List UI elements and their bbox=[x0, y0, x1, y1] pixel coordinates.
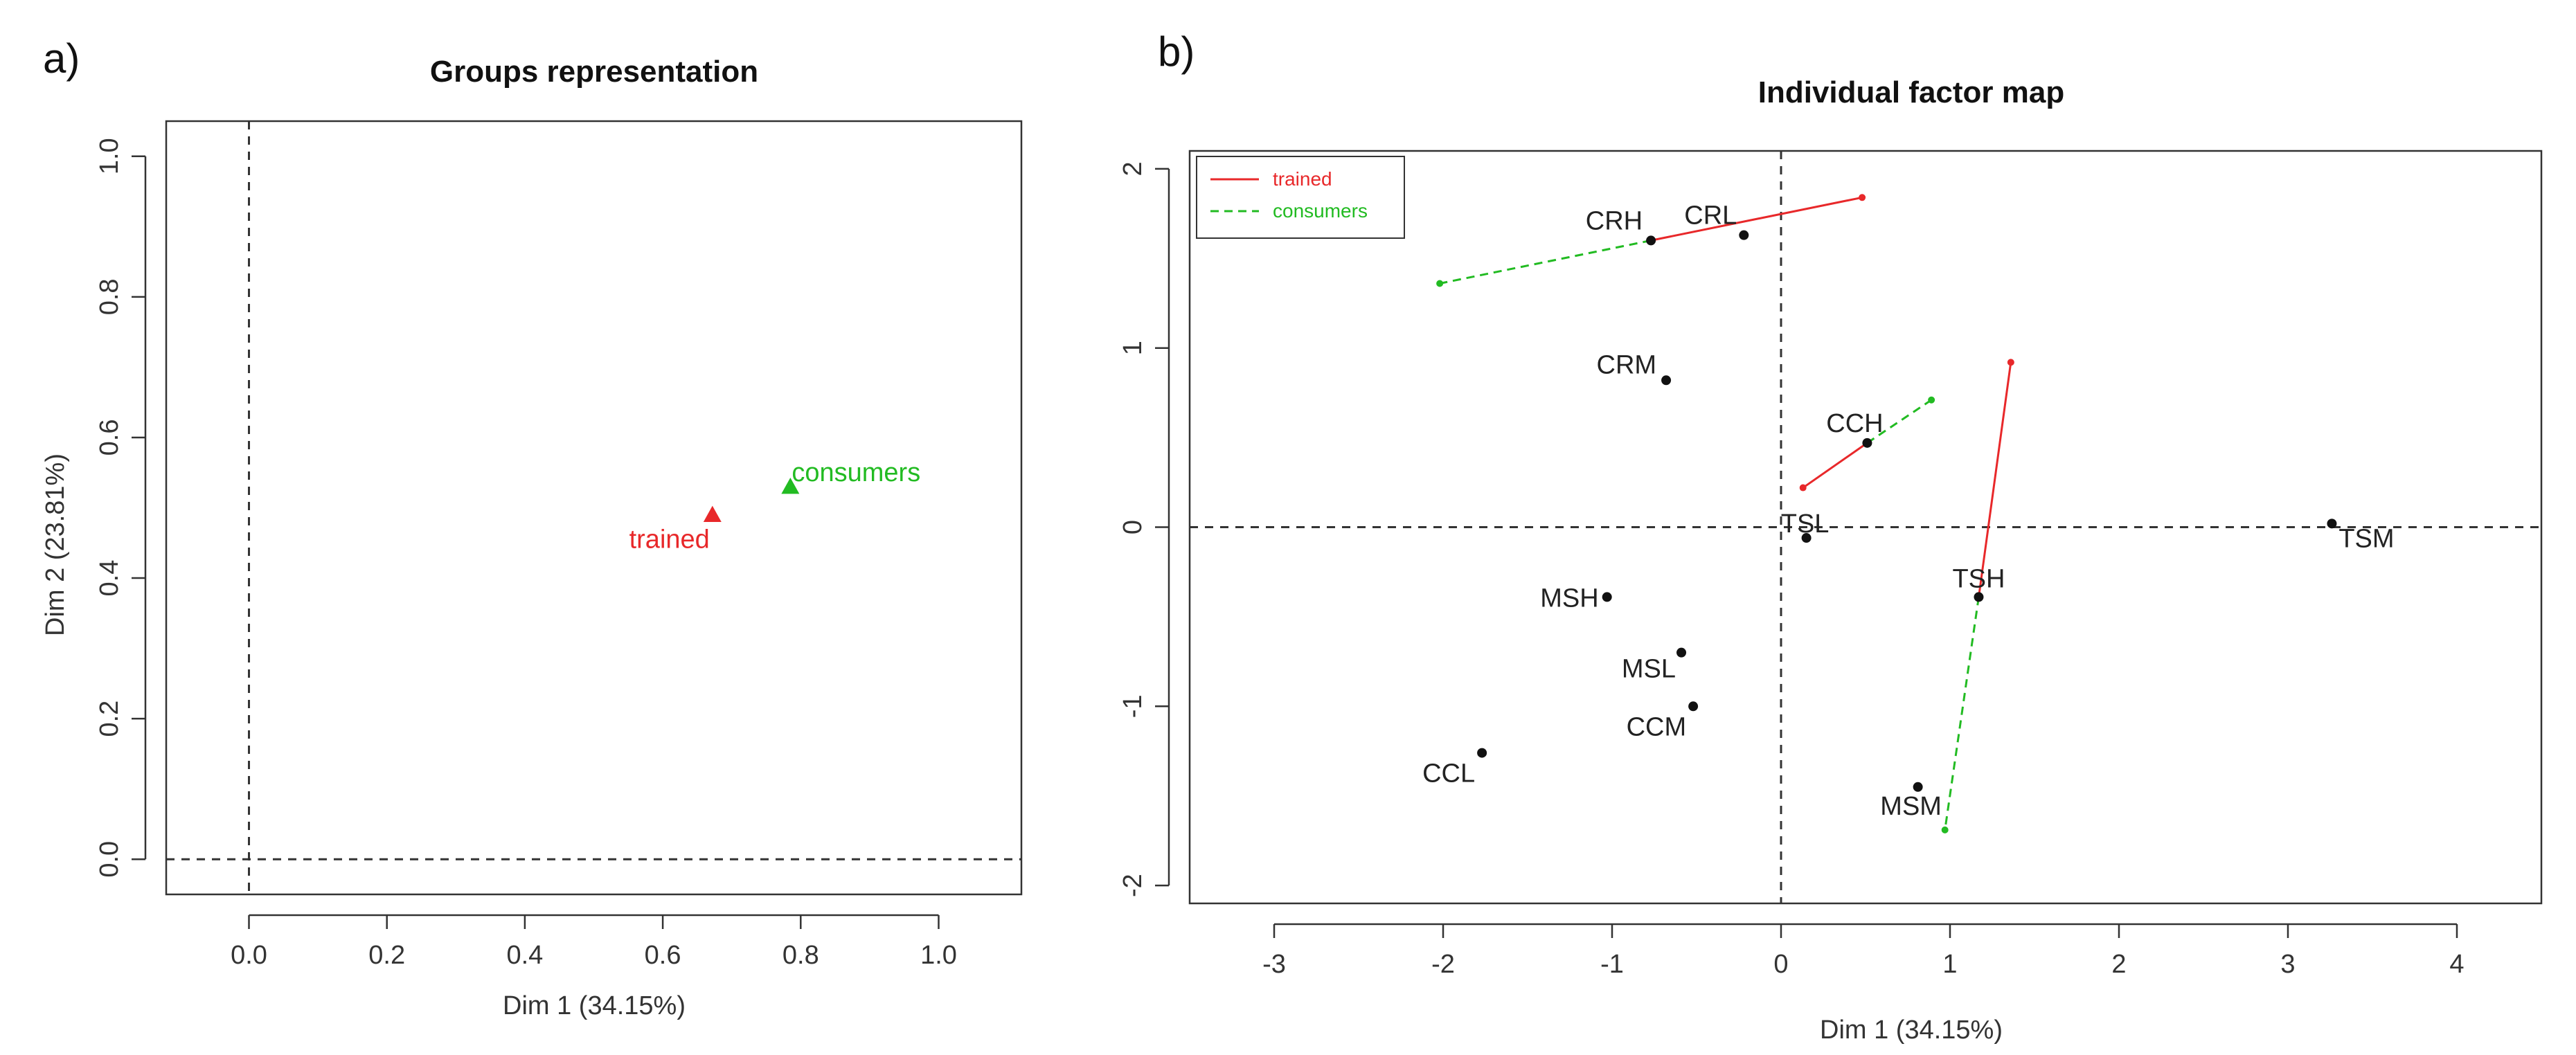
chart-b-point-CRM bbox=[1661, 375, 1672, 386]
chart-b-segment-trained bbox=[1802, 442, 1868, 489]
chart-a-x-tick-label: 0.8 bbox=[782, 941, 819, 970]
chart-b-segment-consumers bbox=[1944, 597, 1980, 831]
chart-b-y-tick-label: 2 bbox=[1118, 161, 1147, 176]
chart-a-x-tick-label: 1.0 bbox=[920, 941, 957, 970]
chart-b-point-CCH bbox=[1862, 438, 1872, 448]
chart-b-plot-area: -3 -2 -1 0 1 2 3 4 -2 -1 0 1 2 CRH CRL CRM CCH TSL TSM TSH M… bbox=[1118, 150, 2543, 979]
chart-b-x-tick-label: -3 bbox=[1262, 950, 1286, 979]
panel-label-b: b) bbox=[1158, 28, 1195, 75]
chart-b-segment-trained bbox=[1650, 196, 1863, 242]
chart-b-title: Individual factor map bbox=[1758, 75, 2065, 109]
chart-a-y-tick-label: 0.4 bbox=[95, 560, 124, 597]
chart-a-y-tick-label: 1.0 bbox=[95, 138, 124, 174]
chart-b-x-tick-label: -1 bbox=[1600, 950, 1624, 979]
chart-a-point-label-trained: trained bbox=[629, 525, 710, 554]
chart-b-point-label-TSH: TSH bbox=[1952, 564, 2005, 593]
chart-b-x-tick-label: 4 bbox=[2449, 950, 2464, 979]
chart-b-x-tick-label: 3 bbox=[2280, 950, 2295, 979]
chart-b-legend: trained consumers bbox=[1196, 156, 1405, 239]
chart-b-point-label-MSM: MSM bbox=[1880, 792, 1942, 821]
chart-a-xlabel: Dim 1 (34.15%) bbox=[503, 991, 686, 1020]
chart-b-point-CCM bbox=[1688, 701, 1699, 712]
chart-b-point-MSL bbox=[1676, 647, 1687, 658]
chart-b-point-TSH bbox=[1974, 592, 1984, 602]
chart-b-point-label-CCM: CCM bbox=[1627, 712, 1687, 741]
chart-b-point-CRL bbox=[1739, 230, 1749, 240]
chart-b-xlabel: Dim 1 (34.15%) bbox=[1820, 1016, 2003, 1045]
chart-b-partial-point-consumers bbox=[1941, 826, 1949, 833]
chart-b-segment-trained bbox=[1977, 362, 2012, 597]
chart-b-x-tick-label: 1 bbox=[1942, 950, 1957, 979]
chart-b-point-label-MSL: MSL bbox=[1622, 655, 1676, 684]
chart-b-point-label-TSM: TSM bbox=[2338, 524, 2394, 553]
chart-b-point-label-CCL: CCL bbox=[1422, 759, 1475, 788]
chart-b-point-label-TSL: TSL bbox=[1781, 510, 1830, 539]
chart-a-y-tick-label: 0.0 bbox=[95, 841, 124, 878]
chart-b-legend-label-consumers: consumers bbox=[1273, 200, 1368, 222]
chart-b-x-tick-label: 0 bbox=[1773, 950, 1788, 979]
chart-a-frame bbox=[165, 120, 1023, 896]
chart-a-ylabel: Dim 2 (23.81%) bbox=[41, 453, 70, 636]
chart-b-partial-point-consumers bbox=[1436, 280, 1444, 287]
chart-a-point-consumers bbox=[781, 478, 800, 494]
chart-b-x-tick-label: 2 bbox=[2111, 950, 2126, 979]
chart-b-point-label-CRL: CRL bbox=[1684, 201, 1737, 231]
chart-b-point-CCL bbox=[1477, 748, 1487, 758]
chart-b-point-MSM bbox=[1913, 782, 1923, 792]
chart-b-partial-point-trained bbox=[1799, 484, 1807, 492]
chart-b-legend-box bbox=[1196, 156, 1405, 239]
chart-b-point-label-MSH: MSH bbox=[1540, 584, 1598, 613]
chart-a-point-label-consumers: consumers bbox=[791, 458, 920, 487]
chart-b-y-tick-label: -1 bbox=[1118, 694, 1147, 718]
chart-b-x-tick-label: -2 bbox=[1431, 950, 1455, 979]
chart-b-partial-point-trained bbox=[1859, 194, 1866, 201]
chart-b-point-TSL bbox=[1801, 533, 1812, 543]
chart-b-point-label-CRM: CRM bbox=[1597, 350, 1657, 379]
chart-b-point-label-CCH: CCH bbox=[1826, 409, 1883, 438]
chart-b-legend-label-trained: trained bbox=[1273, 168, 1332, 190]
chart-a-title: Groups representation bbox=[430, 55, 758, 89]
chart-b-y-tick-label: 0 bbox=[1118, 520, 1147, 534]
chart-a-y-tick-label: 0.2 bbox=[95, 701, 124, 737]
chart-b-point-label-CRH: CRH bbox=[1586, 206, 1643, 235]
chart-b-y-tick-label: -2 bbox=[1118, 874, 1147, 897]
chart-a-x-tick-label: 0.4 bbox=[506, 941, 543, 970]
chart-b-partial-point-trained bbox=[2007, 359, 2014, 366]
chart-a-y-tick-label: 0.6 bbox=[95, 420, 124, 456]
chart-b-y-tick-label: 1 bbox=[1118, 341, 1147, 355]
chart-b-partial-point-consumers bbox=[1928, 396, 1935, 404]
chart-b-point-MSH bbox=[1602, 592, 1612, 602]
chart-a-x-tick-label: 0.6 bbox=[645, 941, 681, 970]
chart-a-point-trained bbox=[703, 505, 722, 523]
chart-a-x-tick-label: 0.2 bbox=[368, 941, 405, 970]
chart-a-y-tick-label: 0.8 bbox=[95, 278, 124, 315]
chart-a-plot-area: 0.0 0.2 0.4 0.6 0.8 1.0 0.0 0.2 0.4 0.6 0.8 1.0 trai… bbox=[95, 120, 1023, 970]
chart-b-point-TSM bbox=[2327, 519, 2337, 529]
panel-label-a: a) bbox=[43, 35, 80, 82]
chart-b-point-CRH bbox=[1646, 235, 1656, 246]
chart-b-segment-consumers bbox=[1439, 239, 1652, 285]
chart-a-x-tick-label: 0.0 bbox=[231, 941, 267, 970]
